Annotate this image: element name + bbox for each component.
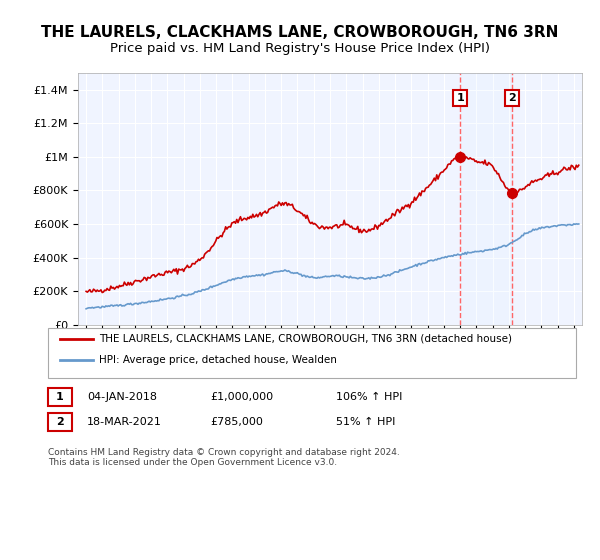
Text: £785,000: £785,000 xyxy=(210,417,263,427)
Text: HPI: Average price, detached house, Wealden: HPI: Average price, detached house, Weal… xyxy=(99,355,337,365)
Bar xyxy=(460,73,512,325)
Text: 2: 2 xyxy=(56,417,64,427)
Text: 106% ↑ HPI: 106% ↑ HPI xyxy=(336,392,403,402)
Text: 2: 2 xyxy=(508,93,516,103)
Text: 18-MAR-2021: 18-MAR-2021 xyxy=(87,417,162,427)
Text: Contains HM Land Registry data © Crown copyright and database right 2024.
This d: Contains HM Land Registry data © Crown c… xyxy=(48,448,400,468)
Text: Price paid vs. HM Land Registry's House Price Index (HPI): Price paid vs. HM Land Registry's House … xyxy=(110,42,490,55)
Text: 1: 1 xyxy=(56,392,64,402)
Text: 51% ↑ HPI: 51% ↑ HPI xyxy=(336,417,395,427)
Text: THE LAURELS, CLACKHAMS LANE, CROWBOROUGH, TN6 3RN (detached house): THE LAURELS, CLACKHAMS LANE, CROWBOROUGH… xyxy=(99,334,512,344)
Text: THE LAURELS, CLACKHAMS LANE, CROWBOROUGH, TN6 3RN: THE LAURELS, CLACKHAMS LANE, CROWBOROUGH… xyxy=(41,25,559,40)
Text: 1: 1 xyxy=(457,93,464,103)
Text: £1,000,000: £1,000,000 xyxy=(210,392,273,402)
Text: 04-JAN-2018: 04-JAN-2018 xyxy=(87,392,157,402)
